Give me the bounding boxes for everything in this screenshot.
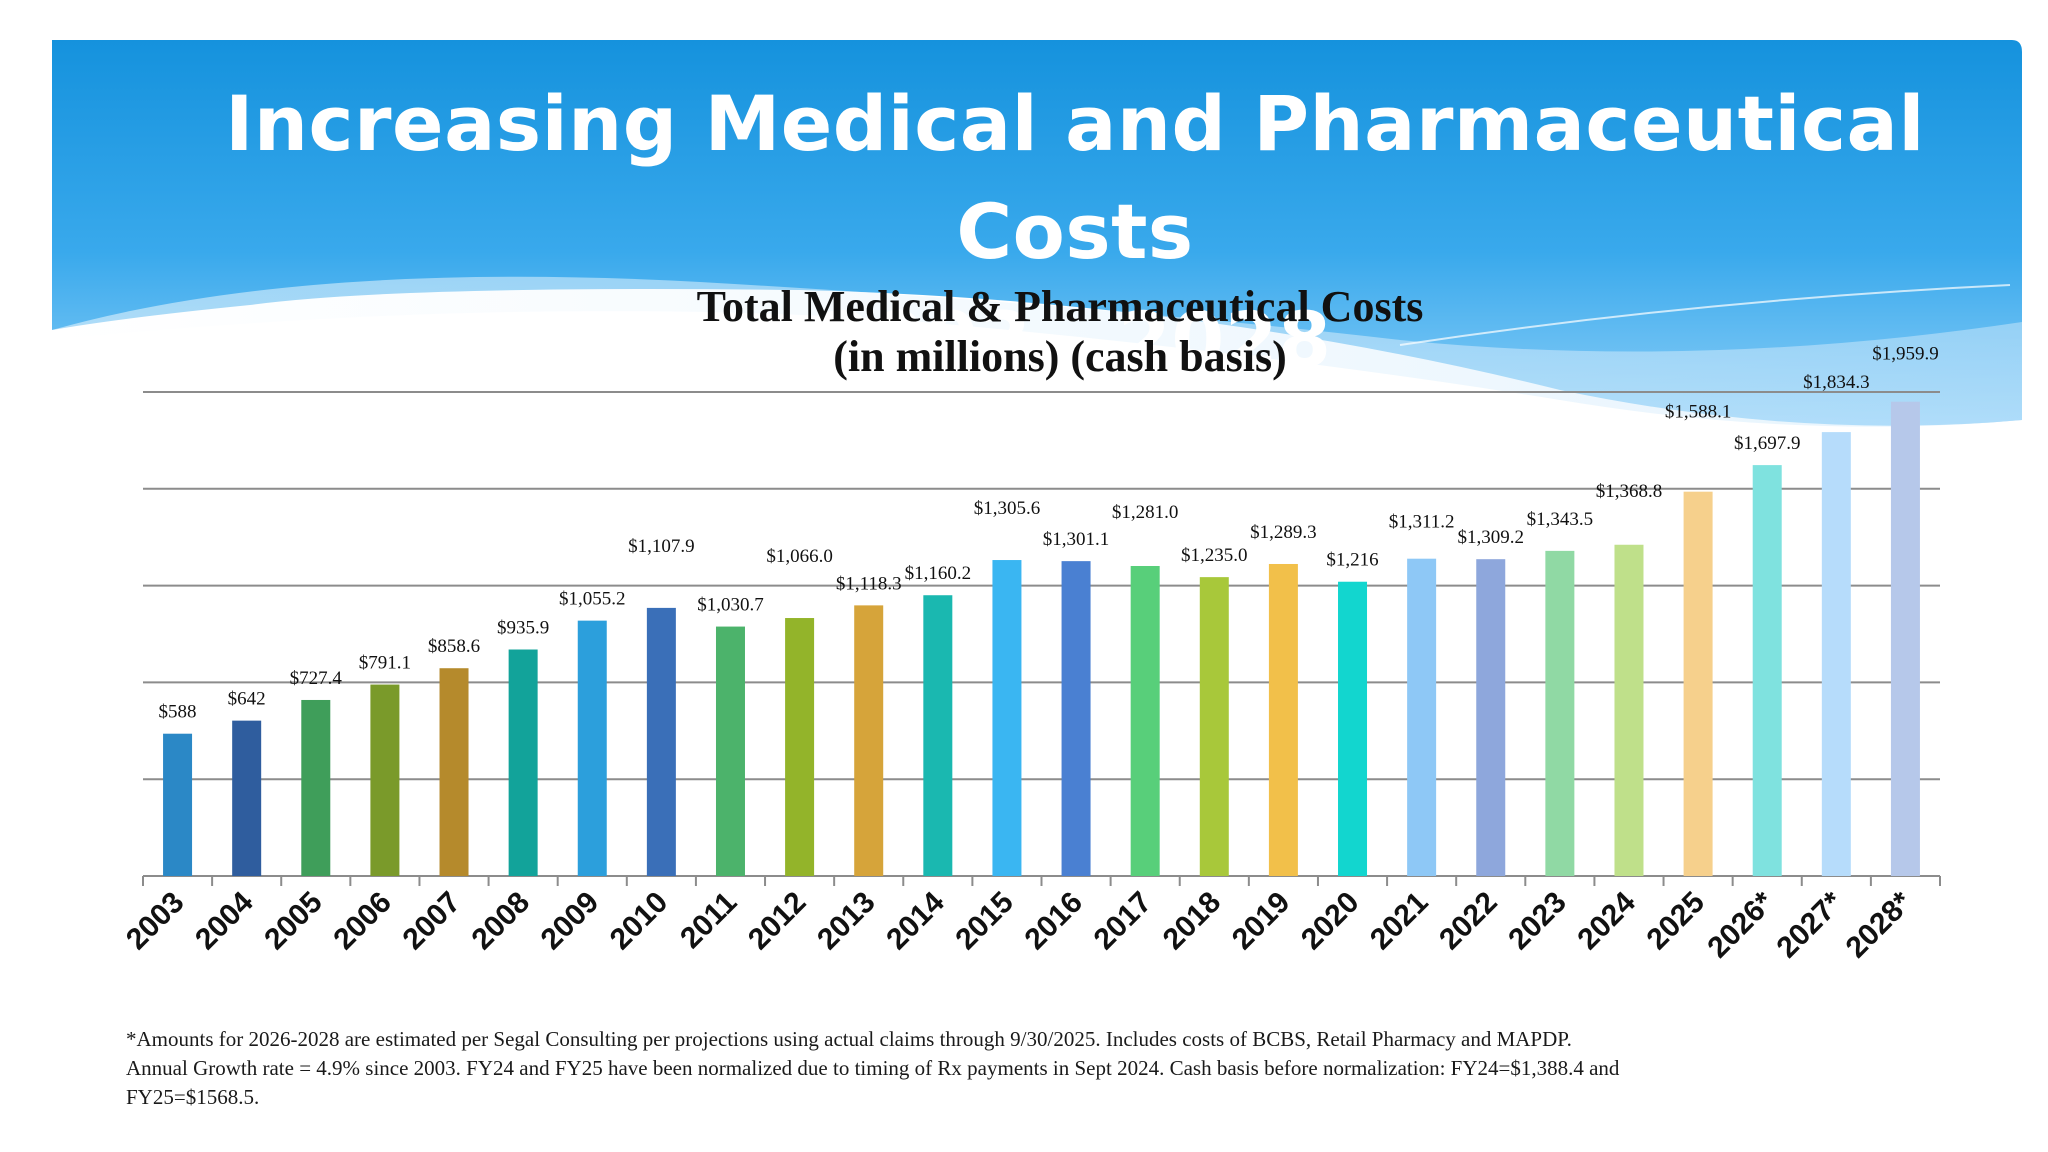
bar: [715, 626, 745, 876]
category-label: 2021: [1364, 886, 1435, 957]
chart-title: Total Medical & Pharmaceutical Costs: [696, 282, 1424, 331]
category-label: 2004: [189, 885, 260, 956]
data-label: $1,030.7: [697, 595, 764, 616]
category-label: 2022: [1433, 886, 1504, 957]
category-label: 2028*: [1840, 885, 1919, 964]
category-label: 2003: [120, 886, 191, 957]
bar: [1268, 563, 1298, 876]
category-label: 2010: [604, 886, 675, 957]
bar: [577, 620, 607, 876]
data-label: $1,118.3: [836, 573, 902, 594]
category-label: 2026*: [1701, 885, 1780, 964]
data-label: $1,305.6: [974, 498, 1041, 519]
chart-title-block: Total Medical & Pharmaceutical Costs (in…: [560, 282, 1560, 382]
category-label: 2018: [1157, 886, 1228, 957]
footnote-line1: *Amounts for 2026-2028 are estimated per…: [126, 1027, 1572, 1051]
chart-subtitle: (in millions) (cash basis): [833, 332, 1287, 381]
data-label: $1,055.2: [559, 589, 626, 610]
category-label: 2013: [811, 886, 882, 957]
bar: [301, 699, 331, 876]
bar: [1683, 491, 1713, 876]
data-label: $588: [159, 702, 197, 723]
bar: [1476, 559, 1506, 876]
category-label: 2006: [327, 886, 398, 957]
bar: [1752, 465, 1782, 876]
bar: [854, 605, 884, 876]
data-label: $1,301.1: [1043, 529, 1110, 550]
data-label: $727.4: [290, 668, 343, 689]
bar: [1545, 550, 1575, 876]
data-label: $1,309.2: [1458, 527, 1525, 548]
data-label: $1,588.1: [1665, 402, 1732, 423]
data-label: $1,834.3: [1803, 372, 1870, 393]
bar: [785, 618, 815, 876]
data-label: $1,281.0: [1112, 502, 1179, 523]
bar: [508, 649, 538, 876]
bar: [646, 607, 676, 876]
data-label: $1,368.8: [1596, 481, 1663, 502]
category-label: 2019: [1226, 886, 1297, 957]
data-label: $858.6: [428, 636, 480, 657]
data-label: $1,066.0: [766, 546, 833, 567]
data-label: $935.9: [497, 618, 549, 639]
bar: [1614, 544, 1644, 876]
bar: [1407, 558, 1437, 876]
category-label: 2020: [1295, 886, 1366, 957]
bar: [163, 733, 193, 876]
bar: [439, 668, 469, 876]
data-label: $1,959.9: [1872, 344, 1939, 365]
category-label: 2011: [674, 886, 743, 955]
data-label: $1,289.3: [1250, 522, 1317, 543]
category-label: 2012: [742, 886, 813, 957]
bar: [923, 595, 953, 876]
bar: [1130, 565, 1160, 876]
data-label: $642: [228, 689, 266, 710]
banner-swoosh-line: [1399, 284, 2011, 346]
banner-swoosh: [52, 276, 2022, 427]
category-label: 2008: [466, 886, 537, 957]
category-label: 2016: [1018, 886, 1089, 957]
category-label: 2017: [1088, 886, 1159, 957]
category-label: 2009: [535, 886, 606, 957]
bar: [992, 560, 1022, 876]
category-label: 2024: [1571, 885, 1642, 956]
category-label: 2027*: [1770, 885, 1849, 964]
category-label: 2007: [396, 886, 467, 957]
footnote-line2: Annual Growth rate = 4.9% since 2003. FY…: [126, 1056, 1620, 1080]
slide-title-line2: 2003 - 2028: [818, 295, 1332, 384]
bar: [1061, 561, 1091, 876]
data-label: $1,216: [1326, 550, 1378, 571]
bar: [370, 684, 400, 876]
footnote: *Amounts for 2026-2028 are estimated per…: [126, 1025, 1986, 1112]
data-label: $791.1: [359, 653, 411, 674]
data-label: $1,107.9: [628, 536, 695, 557]
footnote-line3: FY25=$1568.5.: [126, 1085, 260, 1109]
data-label: $1,343.5: [1527, 509, 1594, 530]
category-label: 2015: [949, 886, 1020, 957]
bar: [232, 720, 262, 876]
header-banner: [52, 40, 2022, 426]
data-label: $1,697.9: [1734, 433, 1801, 454]
category-label: 2005: [258, 886, 329, 957]
slide-title-line1: Increasing Medical and Pharmaceutical Co…: [225, 79, 1925, 276]
data-label: $1,160.2: [905, 563, 972, 584]
category-label: 2023: [1502, 886, 1573, 957]
bar: [1338, 581, 1368, 876]
data-label: $1,235.0: [1181, 545, 1248, 566]
bar: [1199, 577, 1229, 876]
data-label: $1,311.2: [1389, 512, 1455, 533]
bar: [1821, 432, 1851, 876]
category-label: 2025: [1641, 886, 1712, 957]
bar: [1890, 401, 1920, 876]
slide-title: Increasing Medical and Pharmaceutical Co…: [150, 70, 2000, 394]
category-label: 2014: [880, 885, 951, 956]
